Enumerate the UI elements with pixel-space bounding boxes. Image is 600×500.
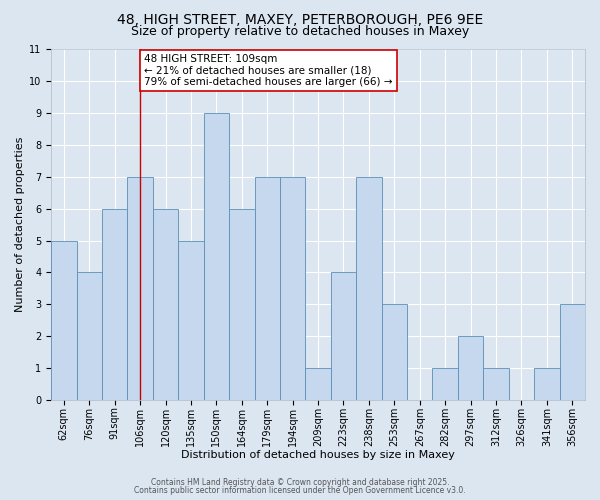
Text: 48, HIGH STREET, MAXEY, PETERBOROUGH, PE6 9EE: 48, HIGH STREET, MAXEY, PETERBOROUGH, PE…	[117, 12, 483, 26]
Bar	[51, 240, 77, 400]
Bar	[382, 304, 407, 400]
Y-axis label: Number of detached properties: Number of detached properties	[15, 137, 25, 312]
Bar	[484, 368, 509, 400]
Text: Contains HM Land Registry data © Crown copyright and database right 2025.: Contains HM Land Registry data © Crown c…	[151, 478, 449, 487]
Bar	[433, 368, 458, 400]
Bar	[229, 208, 254, 400]
Bar	[127, 176, 153, 400]
Bar	[560, 304, 585, 400]
Bar	[356, 176, 382, 400]
Bar	[305, 368, 331, 400]
Text: Contains public sector information licensed under the Open Government Licence v3: Contains public sector information licen…	[134, 486, 466, 495]
Bar	[77, 272, 102, 400]
Bar	[153, 208, 178, 400]
Bar	[102, 208, 127, 400]
Bar	[203, 113, 229, 400]
Bar	[534, 368, 560, 400]
Text: Size of property relative to detached houses in Maxey: Size of property relative to detached ho…	[131, 25, 469, 38]
Bar	[331, 272, 356, 400]
Text: 48 HIGH STREET: 109sqm
← 21% of detached houses are smaller (18)
79% of semi-det: 48 HIGH STREET: 109sqm ← 21% of detached…	[144, 54, 392, 87]
Bar	[280, 176, 305, 400]
Bar	[458, 336, 484, 400]
Bar	[254, 176, 280, 400]
Bar	[178, 240, 203, 400]
X-axis label: Distribution of detached houses by size in Maxey: Distribution of detached houses by size …	[181, 450, 455, 460]
